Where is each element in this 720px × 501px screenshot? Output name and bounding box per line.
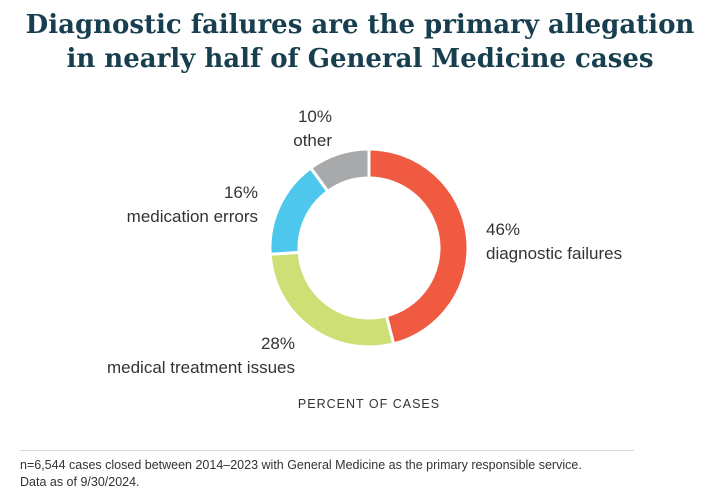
slice-name-diagnostic-failures: diagnostic failures (486, 244, 623, 263)
slice-value-diagnostic-failures: 46% (486, 220, 521, 239)
slice-value-other: 10% (297, 107, 332, 126)
slice-value-medication-errors: 16% (223, 183, 258, 202)
chart-title-line1: Diagnostic failures are the primary alle… (25, 10, 695, 40)
slice-label-diagnostic-failures: 46% diagnostic failures (486, 218, 622, 266)
slice-label-other: 10% other (293, 105, 332, 153)
footnote-divider (20, 450, 634, 451)
donut-slice-diagnostic-failures (367, 147, 470, 346)
chart-title: Diagnostic failures are the primary alle… (0, 8, 720, 76)
slice-label-medication-errors: 16% medication errors (127, 181, 258, 229)
footnote: n=6,544 cases closed between 2014–2023 w… (20, 457, 582, 491)
slice-value-medical-treatment-issues: 28% (260, 334, 295, 353)
slice-label-medical-treatment-issues: 28% medical treatment issues (107, 332, 295, 380)
slice-name-medication-errors: medication errors (126, 207, 258, 226)
slice-name-other: other (293, 131, 332, 150)
footnote-line1: n=6,544 cases closed between 2014–2023 w… (20, 458, 582, 472)
donut-slice-other (308, 147, 371, 194)
footnote-line2: Data as of 9/30/2024. (20, 475, 140, 489)
chart-caption: PERCENT OF CASES (297, 397, 441, 411)
slice-name-medical-treatment-issues: medical treatment issues (106, 358, 295, 377)
chart-title-line2: in nearly half of General Medicine cases (66, 44, 654, 74)
